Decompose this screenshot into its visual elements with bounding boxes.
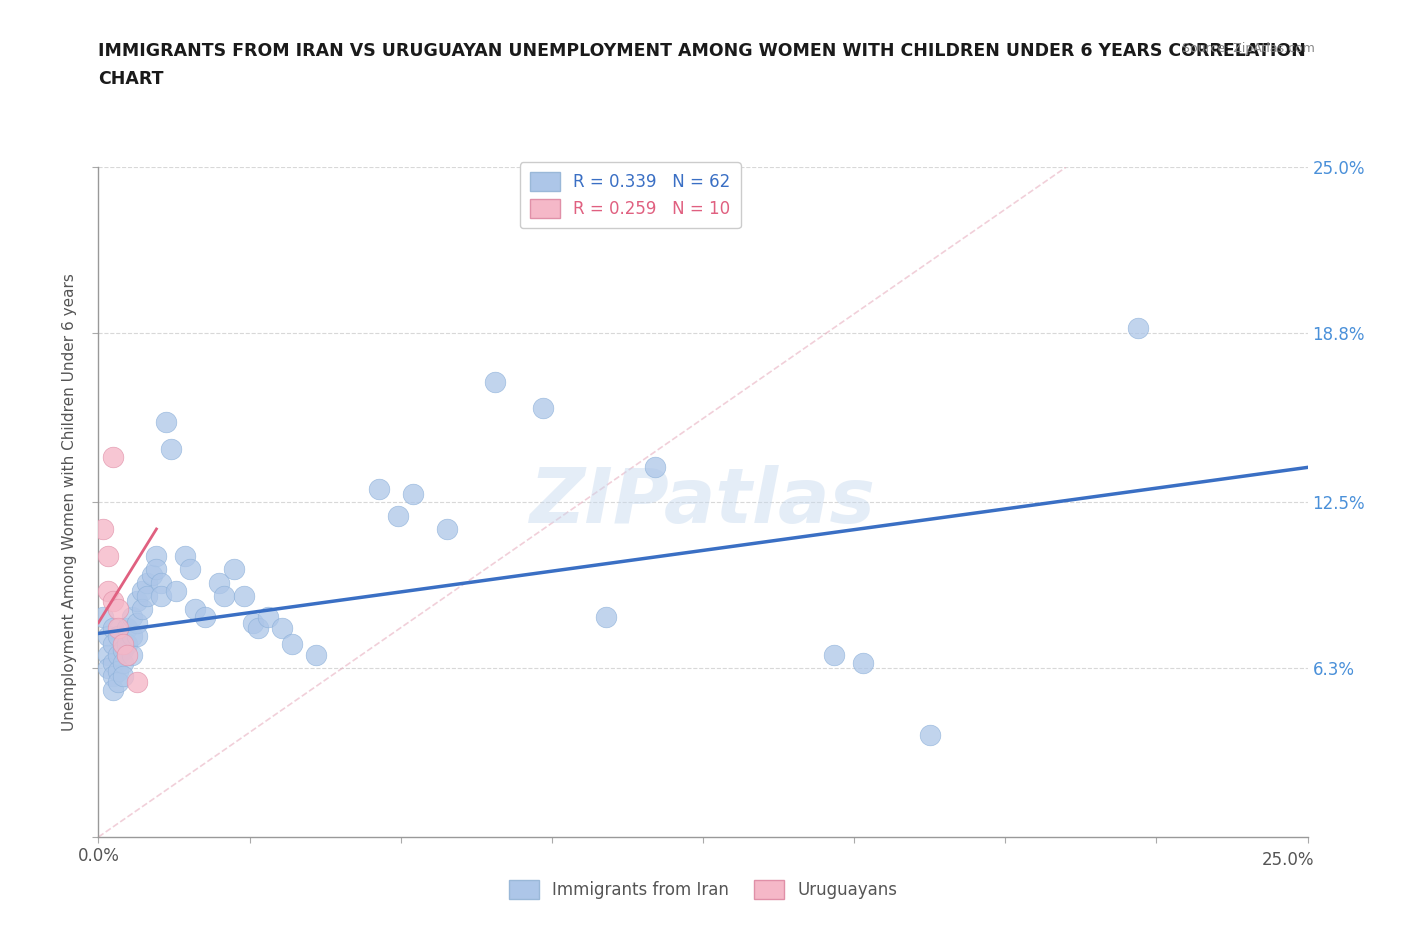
Point — [145, 549, 167, 564]
Point — [97, 583, 120, 598]
Text: IMMIGRANTS FROM IRAN VS URUGUAYAN UNEMPLOYMENT AMONG WOMEN WITH CHILDREN UNDER 6: IMMIGRANTS FROM IRAN VS URUGUAYAN UNEMPL… — [98, 42, 1306, 60]
Point — [101, 683, 124, 698]
Point — [107, 602, 129, 617]
Point — [135, 575, 157, 590]
Point — [150, 575, 173, 590]
Point — [212, 589, 235, 604]
Point — [131, 602, 153, 617]
Point — [145, 562, 167, 577]
Point — [107, 620, 129, 635]
Point — [160, 441, 183, 456]
Point — [97, 549, 120, 564]
Point — [436, 522, 458, 537]
Point — [484, 374, 506, 389]
Point — [222, 562, 245, 577]
Point — [107, 647, 129, 662]
Point — [111, 642, 134, 657]
Point — [135, 589, 157, 604]
Point — [232, 589, 254, 604]
Text: 25.0%: 25.0% — [1263, 851, 1315, 869]
Point — [101, 594, 124, 609]
Point — [402, 486, 425, 501]
Point — [117, 637, 139, 652]
Point — [117, 647, 139, 662]
Point — [91, 522, 114, 537]
Point — [368, 482, 391, 497]
Point — [101, 669, 124, 684]
Point — [281, 637, 304, 652]
Point — [101, 637, 124, 652]
Text: ZIPatlas: ZIPatlas — [530, 465, 876, 539]
Point — [111, 669, 134, 684]
Point — [97, 661, 120, 676]
Point — [107, 674, 129, 689]
Point — [97, 629, 120, 644]
Point — [121, 647, 143, 662]
Point — [242, 616, 264, 631]
Point — [823, 647, 845, 662]
Y-axis label: Unemployment Among Women with Children Under 6 years: Unemployment Among Women with Children U… — [62, 273, 77, 731]
Point — [271, 620, 294, 635]
Point — [165, 583, 187, 598]
Point — [101, 449, 124, 464]
Point — [920, 728, 942, 743]
Point — [155, 415, 177, 430]
Point — [127, 594, 149, 609]
Point — [305, 647, 328, 662]
Point — [127, 674, 149, 689]
Point — [852, 656, 875, 671]
Point — [256, 610, 278, 625]
Point — [141, 567, 163, 582]
Point — [127, 629, 149, 644]
Point — [91, 610, 114, 625]
Point — [121, 629, 143, 644]
Point — [179, 562, 201, 577]
Point — [208, 575, 231, 590]
Point — [111, 637, 134, 652]
Point — [150, 589, 173, 604]
Point — [101, 656, 124, 671]
Point — [644, 460, 666, 475]
Point — [194, 610, 217, 625]
Text: Source: ZipAtlas.com: Source: ZipAtlas.com — [1181, 42, 1315, 55]
Point — [131, 583, 153, 598]
Point — [247, 620, 270, 635]
Point — [111, 656, 134, 671]
Legend: Immigrants from Iran, Uruguayans: Immigrants from Iran, Uruguayans — [499, 870, 907, 909]
Point — [174, 549, 197, 564]
Text: CHART: CHART — [98, 70, 165, 87]
Point — [121, 610, 143, 625]
Point — [107, 663, 129, 678]
Point — [387, 508, 409, 523]
Point — [1128, 321, 1150, 336]
Point — [595, 610, 617, 625]
Point — [531, 401, 554, 416]
Point — [127, 616, 149, 631]
Point — [97, 647, 120, 662]
Point — [101, 620, 124, 635]
Point — [117, 620, 139, 635]
Point — [107, 629, 129, 644]
Point — [184, 602, 207, 617]
